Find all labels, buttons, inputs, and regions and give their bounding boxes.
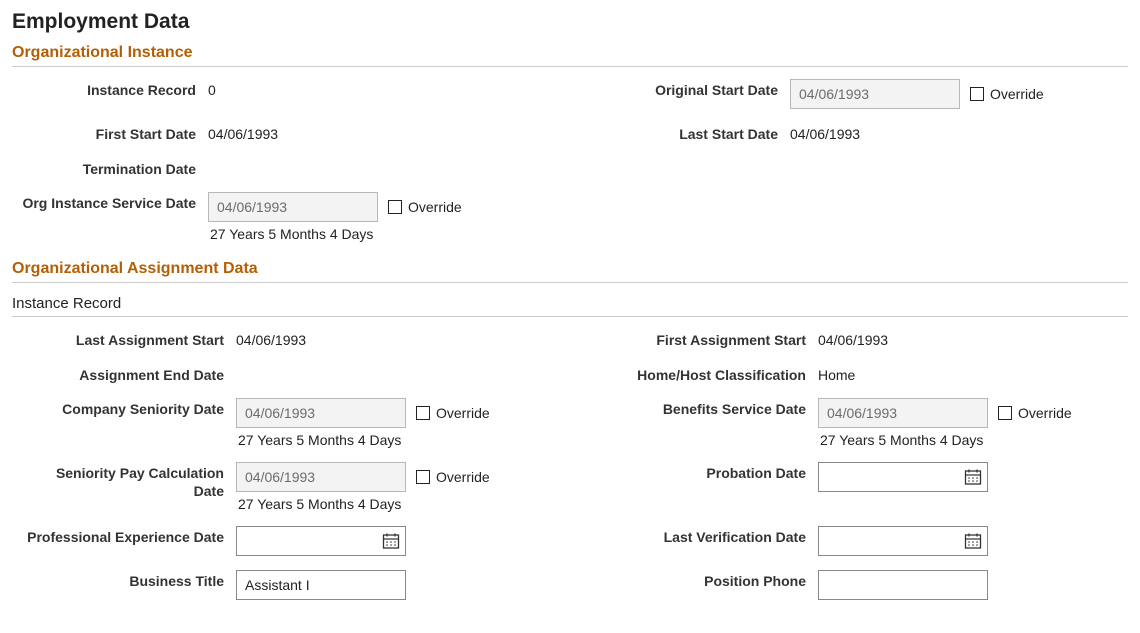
last-start-date-value: 04/06/1993 bbox=[790, 123, 1140, 144]
business-title-input[interactable] bbox=[236, 570, 406, 600]
first-assignment-start-label: First Assignment Start bbox=[612, 329, 812, 350]
last-verification-date-input[interactable] bbox=[818, 526, 988, 556]
original-start-date-label: Original Start Date bbox=[584, 79, 784, 100]
benefits-service-duration: 27 Years 5 Months 4 Days bbox=[820, 432, 1140, 448]
seniority-pay-override-checkbox[interactable] bbox=[416, 470, 430, 484]
instance-record-value: 0 bbox=[208, 79, 578, 100]
first-assignment-start-value: 04/06/1993 bbox=[818, 329, 1140, 350]
probation-date-label: Probation Date bbox=[612, 462, 812, 483]
calendar-icon[interactable] bbox=[964, 531, 984, 551]
termination-date-value bbox=[208, 158, 578, 161]
original-start-date-input[interactable] bbox=[790, 79, 960, 109]
seniority-pay-duration: 27 Years 5 Months 4 Days bbox=[238, 496, 606, 512]
benefits-service-date-input[interactable] bbox=[818, 398, 988, 428]
position-phone-input[interactable] bbox=[818, 570, 988, 600]
home-host-value: Home bbox=[818, 364, 1140, 385]
calendar-icon[interactable] bbox=[964, 467, 984, 487]
instance-record-label: Instance Record bbox=[12, 79, 202, 100]
org-service-date-label: Org Instance Service Date bbox=[12, 192, 202, 213]
last-assignment-start-label: Last Assignment Start bbox=[26, 329, 230, 350]
original-start-date-override-checkbox[interactable] bbox=[970, 87, 984, 101]
override-label: Override bbox=[990, 86, 1044, 102]
company-seniority-duration: 27 Years 5 Months 4 Days bbox=[238, 432, 606, 448]
section-organizational-assignment: Organizational Assignment Data bbox=[12, 260, 1128, 283]
position-phone-label: Position Phone bbox=[612, 570, 812, 591]
first-start-date-label: First Start Date bbox=[12, 123, 202, 144]
override-label: Override bbox=[436, 469, 490, 485]
org-service-date-duration: 27 Years 5 Months 4 Days bbox=[210, 226, 578, 242]
company-seniority-date-label: Company Seniority Date bbox=[26, 398, 230, 419]
business-title-label: Business Title bbox=[26, 570, 230, 591]
assignment-end-date-value bbox=[236, 364, 606, 367]
home-host-label: Home/Host Classification bbox=[612, 364, 812, 385]
assignment-end-date-label: Assignment End Date bbox=[26, 364, 230, 385]
override-label: Override bbox=[1018, 405, 1072, 421]
override-label: Override bbox=[436, 405, 490, 421]
page-title: Employment Data bbox=[12, 10, 1128, 34]
probation-date-input[interactable] bbox=[818, 462, 988, 492]
calendar-icon[interactable] bbox=[382, 531, 402, 551]
professional-exp-date-input[interactable] bbox=[236, 526, 406, 556]
termination-date-label: Termination Date bbox=[12, 158, 202, 179]
first-start-date-value: 04/06/1993 bbox=[208, 123, 578, 144]
benefits-service-date-label: Benefits Service Date bbox=[612, 398, 812, 419]
org-service-date-override-checkbox[interactable] bbox=[388, 200, 402, 214]
benefits-service-override-checkbox[interactable] bbox=[998, 406, 1012, 420]
company-seniority-override-checkbox[interactable] bbox=[416, 406, 430, 420]
seniority-pay-date-input[interactable] bbox=[236, 462, 406, 492]
last-start-date-label: Last Start Date bbox=[584, 123, 784, 144]
last-assignment-start-value: 04/06/1993 bbox=[236, 329, 606, 350]
company-seniority-date-input[interactable] bbox=[236, 398, 406, 428]
org-service-date-input[interactable] bbox=[208, 192, 378, 222]
subsection-instance-record: Instance Record bbox=[12, 295, 1128, 317]
override-label: Override bbox=[408, 199, 462, 215]
section-organizational-instance: Organizational Instance bbox=[12, 44, 1128, 67]
seniority-pay-date-label: Seniority Pay Calculation Date bbox=[26, 462, 230, 500]
professional-exp-date-label: Professional Experience Date bbox=[26, 526, 230, 547]
last-verification-date-label: Last Verification Date bbox=[612, 526, 812, 547]
